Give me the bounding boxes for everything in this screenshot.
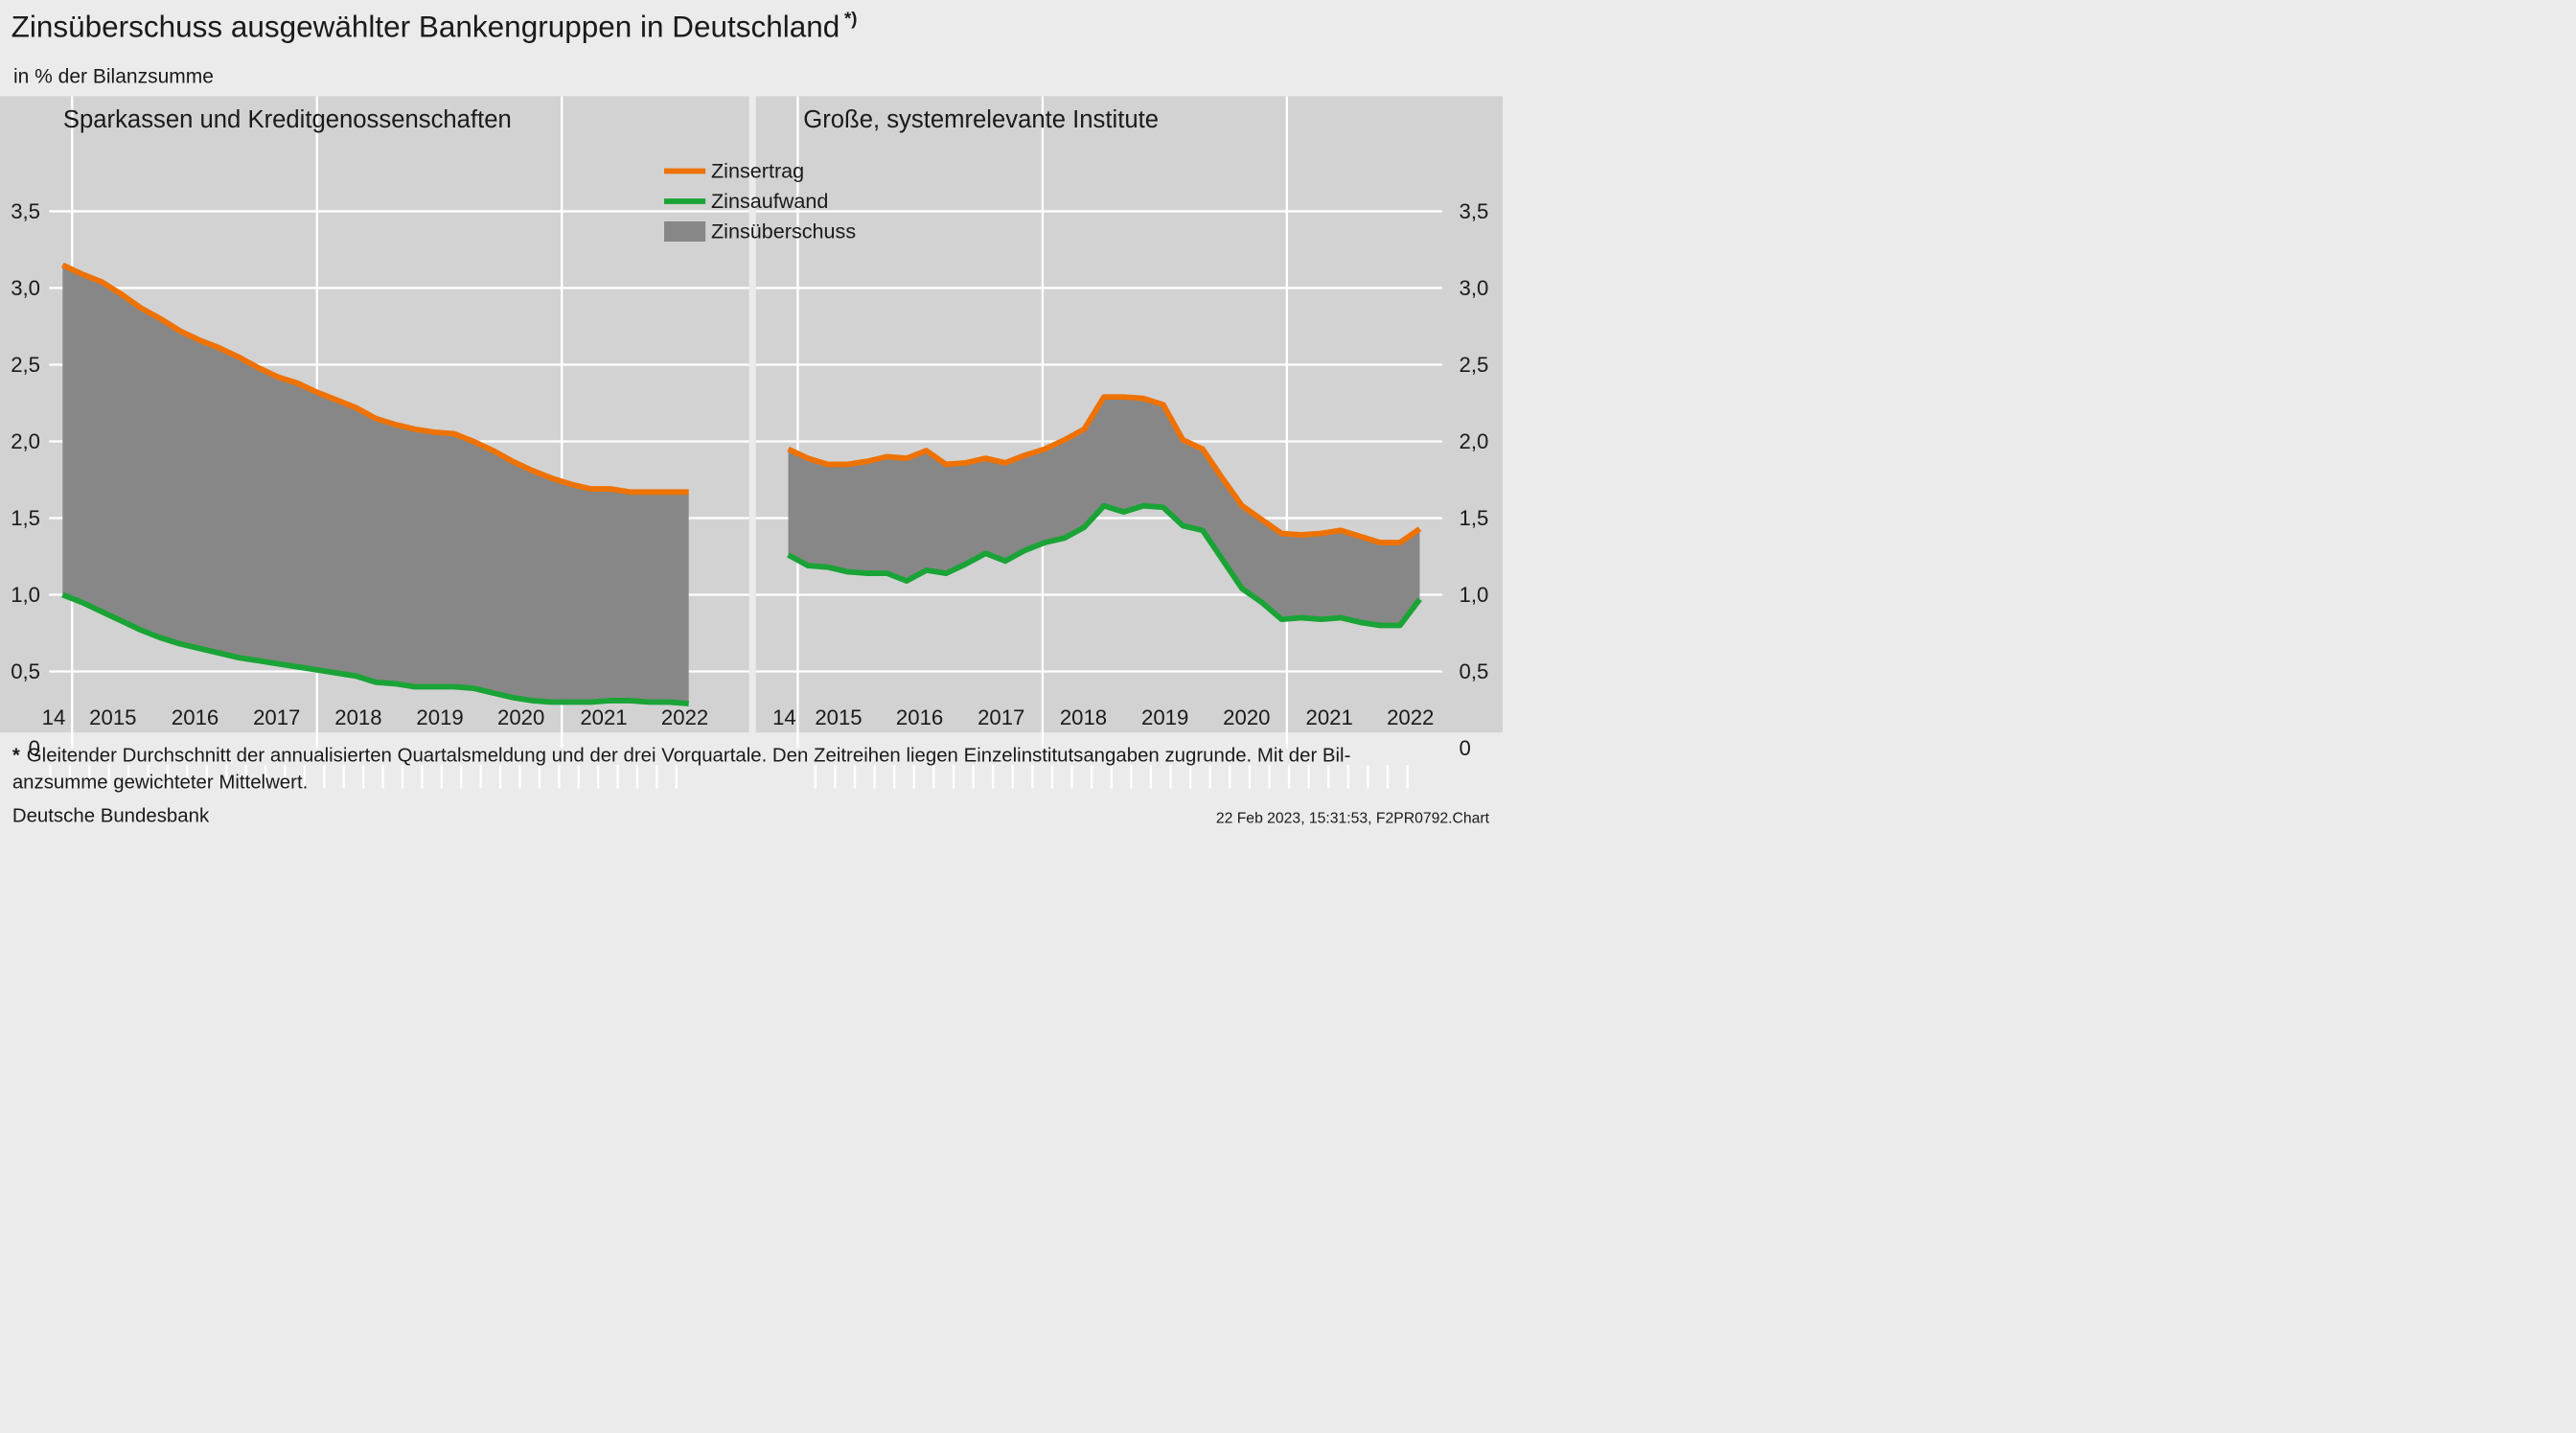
zinsertrag-line (787, 394, 1422, 545)
chart-figure: Zinsüberschuss ausgewählter Bankengruppe… (0, 0, 1503, 837)
zinsertrag-line (61, 262, 689, 496)
x-tick-label: 2017 (978, 705, 1024, 729)
x-tick-label: 2020 (1223, 705, 1270, 729)
x-tick-label: 2015 (89, 705, 136, 729)
zinsueberschuss-area (62, 265, 689, 705)
footnote-line-2: anzsumme gewichteter Mittelwert. (12, 773, 308, 794)
zinsaufwand-line (787, 502, 1422, 629)
y-tick-label: 1,5 (1460, 506, 1489, 530)
x-tick-label: 2019 (416, 705, 463, 729)
y-tick-label: 0,5 (1460, 659, 1489, 683)
right-panel: 0 0,5 1,0 1,5 2,0 2,5 3,0 3,5 14 2015 2016 2017 2018… (755, 96, 1489, 789)
y-tick-label: 0 (29, 736, 40, 760)
x-tick-label: 2016 (896, 705, 943, 729)
x-tick-label: 2015 (815, 705, 862, 729)
x-tick-label: 2016 (172, 705, 218, 729)
x-tick-label: 2019 (1141, 705, 1188, 729)
y-tick-label: 2,0 (1460, 429, 1489, 453)
x-tick-label: 2021 (580, 705, 627, 729)
y-tick-label: 2,5 (11, 353, 40, 377)
x-tick-label: 2020 (497, 705, 544, 729)
x-tick-label: 2022 (1387, 705, 1434, 729)
x-tick-label: 2021 (1306, 705, 1353, 729)
y-tick-label: 3,0 (1460, 276, 1489, 300)
y-tick-label: 1,5 (11, 506, 40, 530)
legend: Zinsertrag Zinsaufwand Zinsüberschuss (663, 159, 856, 243)
legend-swatch-zinsueberschuss (664, 220, 706, 242)
x-tick-label: 2018 (334, 705, 381, 729)
y-tick-label: 3,0 (11, 276, 40, 300)
y-tick-label: 0 (1460, 736, 1471, 760)
legend-label: Zinsertrag (711, 159, 804, 183)
x-tick-label: 14 (42, 705, 66, 729)
panel-title: Sparkassen und Kreditgenossenschaften (63, 106, 512, 133)
y-tick-label: 1,0 (1460, 583, 1489, 607)
chart-title: Zinsüberschuss ausgewählter Bankengruppe… (12, 9, 858, 44)
y-tick-label: 3,5 (11, 199, 40, 223)
chart-svg: Zinsüberschuss ausgewählter Bankengruppe… (0, 0, 1503, 837)
zinsueberschuss-area (788, 397, 1420, 626)
x-tick-label: 2018 (1060, 705, 1107, 729)
x-tick-label: 14 (772, 705, 796, 729)
y-tick-label: 0,5 (11, 659, 40, 683)
chart-subtitle: in % der Bilanzsumme (13, 65, 214, 87)
x-tick-label: 2022 (661, 705, 708, 729)
y-tick-label: 1,0 (11, 583, 40, 607)
x-tick-label: 2017 (253, 705, 300, 729)
legend-label: Zinsüberschuss (711, 219, 856, 243)
y-tick-label: 2,5 (1460, 353, 1489, 377)
footnote-line-1: * Gleitender Durchschnitt der annualisier… (12, 746, 1351, 767)
panel-title: Große, systemrelevante Institute (803, 106, 1159, 133)
source-label: Deutsche Bundesbank (12, 806, 210, 827)
zinsaufwand-line (61, 591, 689, 707)
left-panel: 0 0,5 1,0 1,5 2,0 2,5 3,0 3,5 14 2015 2016 2017 2018… (11, 96, 749, 789)
y-tick-label: 3,5 (1460, 199, 1489, 223)
y-tick-label: 2,0 (11, 429, 40, 453)
legend-label: Zinsaufwand (711, 189, 828, 213)
timestamp-label: 22 Feb 2023, 15:31:53, F2PR0792.Chart (1216, 811, 1490, 827)
